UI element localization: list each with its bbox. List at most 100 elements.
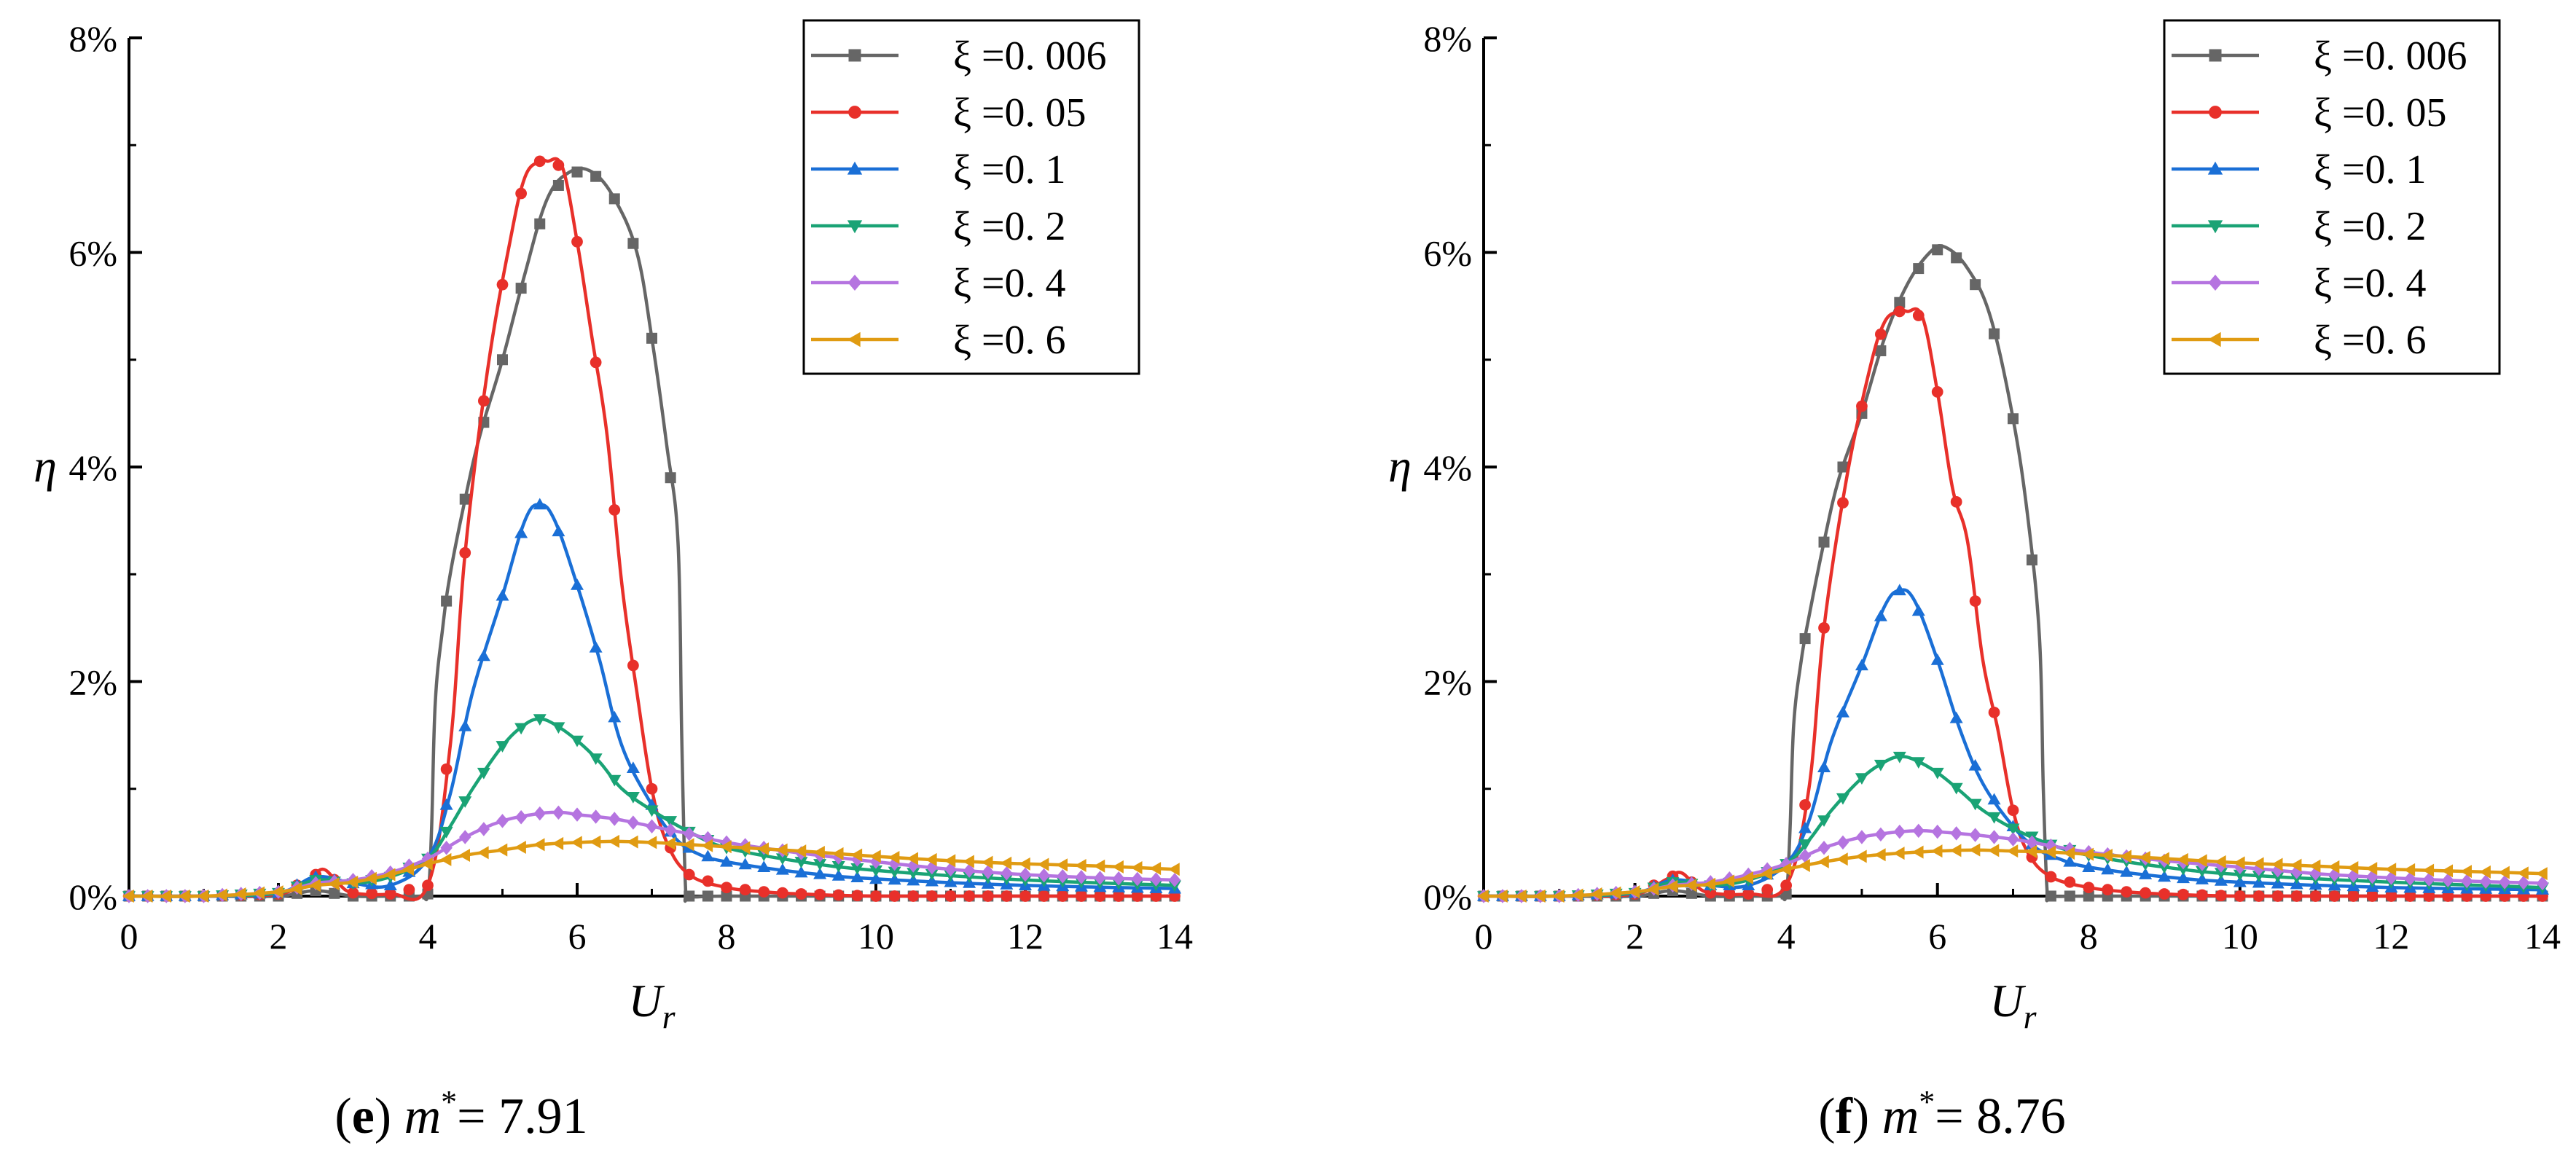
series-1-point [2102,884,2114,896]
series-5-point [1761,867,1772,881]
series-4-point [608,812,621,826]
series-1-point [870,890,882,902]
series-3-point [589,753,603,766]
series-5-point [1533,890,1546,903]
series-5-point [234,887,246,901]
series-5-point [290,882,302,895]
series-5-point [365,871,377,885]
series-3-point [496,741,509,753]
series-1-point [1038,890,1050,902]
series-1-point [496,278,509,291]
series-5-point [327,877,340,891]
series-5-point [439,852,452,866]
series-4-point [664,823,677,838]
x-tick-label: 10 [2222,916,2258,957]
legend-marker-1 [2209,106,2222,119]
series-5-point [2384,863,2397,876]
series-1-point [384,888,396,900]
series-5-point [2214,855,2226,868]
series-5-point [1666,879,1678,893]
caption-variable: m [404,1088,442,1145]
series-5-point [1892,847,1905,860]
series-2-point [888,873,901,885]
series-1-point [1875,328,1887,340]
series-3-point [2177,864,2191,876]
series-4-point [1094,871,1106,885]
series-5-point [1552,890,1565,903]
series-4-point [2442,873,2454,888]
series-1-point [1799,798,1811,811]
caption-paren-close: ) [375,1088,404,1145]
series-2-point [1930,653,1944,665]
x-tick-label: 12 [1007,916,1044,957]
series-1-point [1912,310,1925,321]
series-3-point [831,861,845,873]
series-1-point [366,887,377,900]
series-3-point [907,868,920,879]
series-5-point [1495,890,1508,903]
series-1-point [2121,886,2133,898]
series-5-point [981,855,993,869]
caption-letter: f [1836,1088,1853,1145]
series-1-point [963,890,975,902]
series-1-point [422,879,434,892]
series-0-point [515,283,527,294]
series-4-point [477,822,490,836]
series-5-point [1874,848,1886,862]
series-5-point [925,852,937,866]
series-5-point [2177,852,2188,866]
x-tick-label: 4 [1777,916,1796,957]
series-1-point [2158,888,2170,900]
series-5-point [1571,888,1583,902]
series-0-point [1894,297,1906,308]
series-5-point [1704,877,1716,891]
x-tick-label: 2 [270,916,288,957]
series-4-point [1001,865,1013,881]
series-5-point [2517,866,2529,880]
series-5-point [831,847,844,860]
series-5-point [813,845,825,859]
series-1-point [2423,890,2435,902]
series-5-point [1168,863,1180,876]
series-2-point [850,871,864,882]
series-5-point [496,843,508,857]
series-3-point [477,767,490,780]
legend-marker-3 [847,220,863,234]
series-3-point [794,857,808,868]
series-3-point [2214,868,2228,879]
series-5-point [2195,854,2207,868]
x-tick-label: 0 [120,916,138,957]
series-3-point [571,735,584,747]
series-3-point [2006,823,2020,836]
series-4-point [1019,867,1032,882]
series-1-point [590,356,602,369]
legend-label-4: ξ =0. 4 [953,261,1066,306]
series-5-point [850,848,863,862]
legend-box [2163,19,2501,375]
legend-marker-4 [847,274,862,291]
series-0-point [1818,536,1830,548]
series-4-point [1855,830,1868,844]
series-1-point [608,504,621,516]
series-1-point [2385,890,2397,902]
series-5-point [160,890,171,903]
series-1-point [627,659,639,672]
series-4-point [1112,871,1125,886]
legend-marker-2 [2207,161,2223,175]
series-4-point [2460,874,2473,889]
series-1-point [1113,890,1124,902]
series-5-point [2271,857,2283,871]
series-3-point [1892,751,1906,764]
series-0-point [608,193,620,205]
series-2-point [2233,875,2247,887]
series-5-point [1685,879,1697,892]
y-tick-label: 4% [68,447,117,488]
series-1-point [1837,497,1849,509]
series-2-point [907,874,920,886]
series-2-point [2158,870,2172,882]
series-2-point [608,710,622,723]
series-3-point [552,722,565,734]
series-0-point [1932,244,1943,256]
series-0-point [2083,890,2094,902]
series-0-point [665,472,676,484]
